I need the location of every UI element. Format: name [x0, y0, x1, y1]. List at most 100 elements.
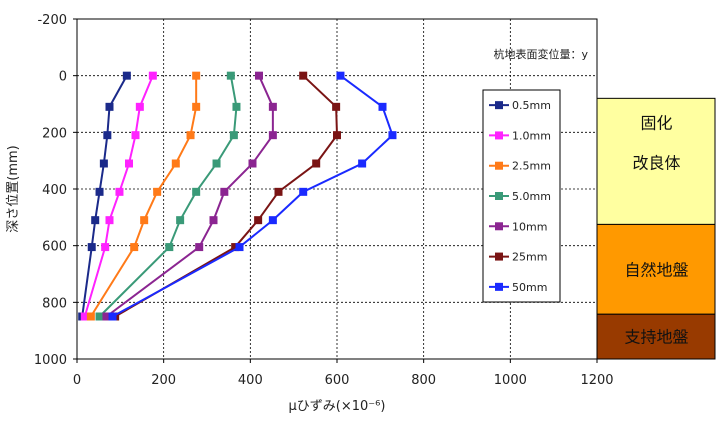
- legend-marker: [495, 222, 503, 231]
- series-point: [171, 159, 180, 168]
- series-line-10mm: [105, 75, 274, 318]
- y-tick-label: 400: [42, 183, 67, 198]
- y-axis-label: 深さ位置(mm): [6, 145, 21, 232]
- legend-label: 0.5mm: [512, 99, 551, 112]
- series-point: [95, 312, 104, 321]
- series-point: [299, 187, 308, 196]
- series-point: [299, 71, 308, 80]
- series-point: [212, 159, 221, 168]
- series-point: [192, 71, 201, 80]
- soil-layer-block: [596, 97, 716, 225]
- series-point: [80, 312, 89, 321]
- series-point: [332, 102, 341, 111]
- series-point: [268, 216, 277, 225]
- x-tick-label: 1000: [494, 373, 527, 388]
- soil-layer-label: 自然地盤: [624, 260, 688, 279]
- series-point: [255, 71, 263, 80]
- series-point: [248, 159, 257, 168]
- series-point: [153, 187, 162, 196]
- soil-layer-block: [596, 223, 716, 315]
- x-tick-label: 1200: [580, 373, 613, 388]
- series-line-0.5mm: [81, 75, 128, 317]
- y-tick-label: 1000: [34, 353, 67, 368]
- series-point: [388, 131, 397, 140]
- legend-marker: [495, 101, 503, 110]
- legend-marker: [495, 131, 503, 140]
- series-point: [135, 102, 144, 111]
- series-point: [125, 159, 133, 168]
- series-point: [333, 131, 341, 140]
- legend-marker: [495, 282, 503, 291]
- legend-label: 50mm: [512, 281, 547, 294]
- soil-layer-block: [596, 313, 716, 360]
- legend-label: 5.0mm: [512, 190, 551, 203]
- series-point: [312, 159, 321, 168]
- legend-label: 10mm: [512, 220, 547, 233]
- series-point: [130, 243, 139, 252]
- series-point: [195, 243, 204, 252]
- series-point: [105, 216, 114, 225]
- soil-layer-label: 支持地盤: [624, 328, 688, 347]
- y-tick-label: 0: [59, 70, 67, 85]
- series-line-25mm: [114, 74, 339, 318]
- series-point: [209, 216, 218, 225]
- series-point: [105, 102, 114, 111]
- series-point: [103, 131, 112, 140]
- legend-box: [482, 89, 561, 303]
- series-point: [358, 159, 367, 168]
- series-point: [176, 216, 185, 225]
- series-point: [95, 187, 104, 196]
- series-point: [140, 216, 149, 225]
- series-point: [378, 102, 387, 111]
- series-point: [192, 187, 201, 196]
- soil-layer-label: 固化: [640, 113, 672, 132]
- series-point: [268, 102, 277, 111]
- series-point: [235, 243, 244, 252]
- x-tick-label: 0: [73, 373, 81, 388]
- series-point: [91, 216, 100, 225]
- legend-marker: [495, 161, 503, 170]
- series-point: [254, 216, 263, 225]
- series-point: [220, 187, 229, 196]
- series-line-1.0mm: [83, 75, 154, 317]
- series-point: [122, 71, 131, 80]
- y-tick-label: -200: [37, 13, 67, 28]
- x-tick-label: 400: [238, 373, 263, 388]
- series-line-5.0mm: [98, 75, 238, 318]
- legend-label: 1.0mm: [512, 129, 551, 142]
- legend-marker: [495, 192, 503, 200]
- series-point: [86, 312, 95, 321]
- x-tick-label: 600: [325, 373, 350, 388]
- series-point: [229, 131, 238, 140]
- series-point: [99, 159, 108, 168]
- series-point: [131, 131, 140, 140]
- series-point: [231, 243, 240, 252]
- x-axis-label: μひずみ(×10⁻⁶): [289, 399, 386, 414]
- series-point: [101, 243, 110, 252]
- y-tick-label: 800: [42, 296, 67, 311]
- x-tick-label: 800: [411, 373, 436, 388]
- series-point: [148, 71, 157, 80]
- series-point: [87, 243, 96, 252]
- y-tick-label: 200: [42, 126, 67, 141]
- series-point: [192, 102, 201, 111]
- series-point: [226, 71, 235, 80]
- series-point: [108, 312, 117, 321]
- series-point: [274, 187, 283, 196]
- series-point: [165, 243, 174, 252]
- series-point: [268, 131, 277, 140]
- y-tick-label: 600: [42, 240, 67, 255]
- series-point: [102, 312, 111, 321]
- legend-label: 25mm: [512, 251, 547, 264]
- series-line-2.5mm: [90, 75, 198, 318]
- x-tick-label: 200: [151, 373, 176, 388]
- displacement-annotation: 杭地表面変位量：y: [493, 47, 588, 61]
- series-point: [186, 131, 195, 140]
- legend-label: 2.5mm: [512, 160, 551, 173]
- series-line-50mm: [112, 74, 394, 318]
- series-point: [115, 187, 124, 196]
- series-point: [336, 71, 345, 80]
- soil-layer-label: 改良体: [632, 153, 680, 172]
